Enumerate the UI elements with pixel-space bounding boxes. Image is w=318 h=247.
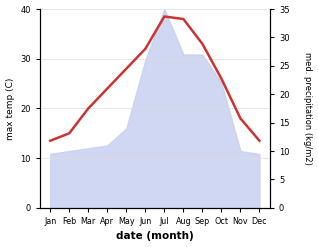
Y-axis label: med. precipitation (kg/m2): med. precipitation (kg/m2) (303, 52, 313, 165)
X-axis label: date (month): date (month) (116, 231, 194, 242)
Y-axis label: max temp (C): max temp (C) (5, 77, 15, 140)
